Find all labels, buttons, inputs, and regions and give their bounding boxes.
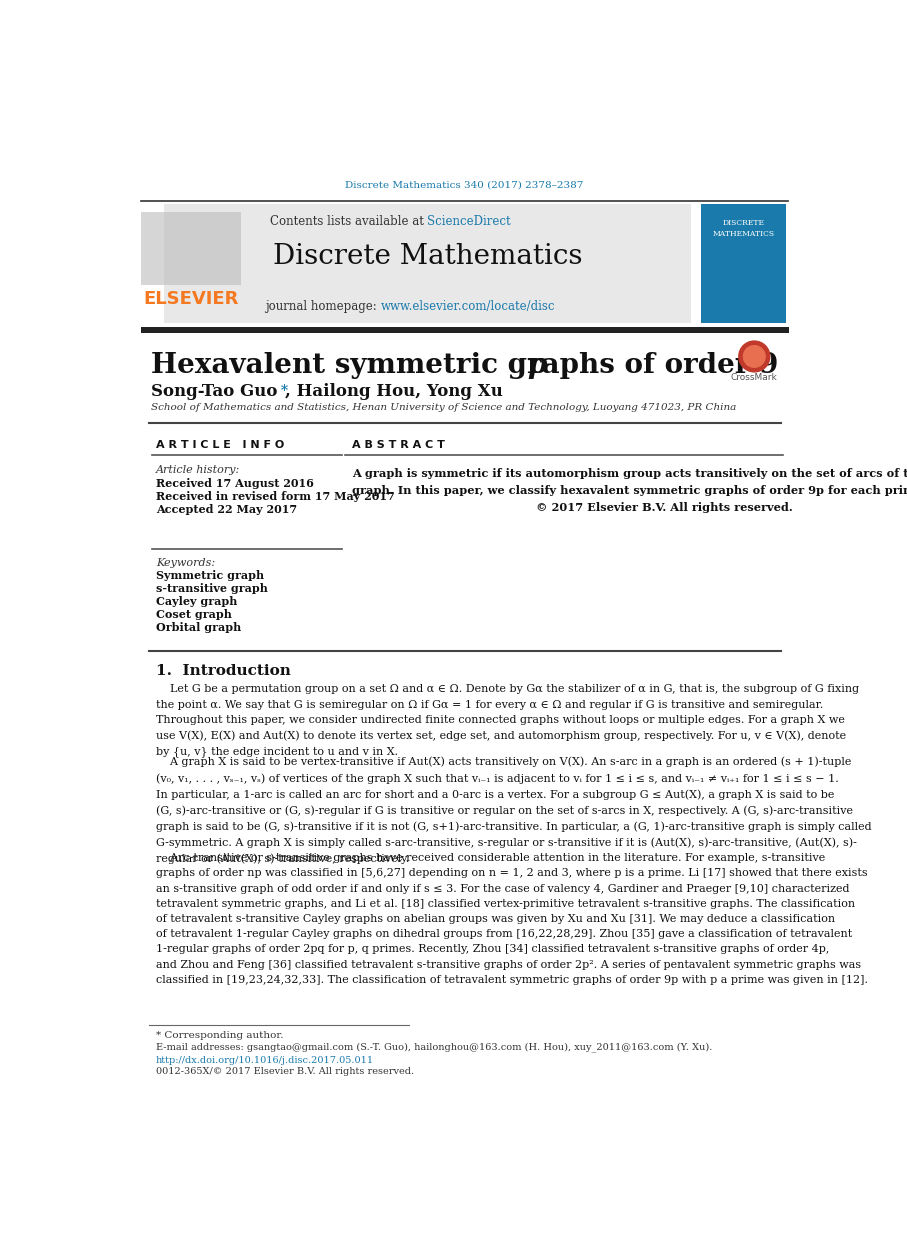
Text: A graph is symmetric if its automorphism group acts transitively on the set of a: A graph is symmetric if its automorphism… xyxy=(352,468,907,513)
Text: Discrete Mathematics: Discrete Mathematics xyxy=(272,243,582,270)
Text: Received in revised form 17 May 2017: Received in revised form 17 May 2017 xyxy=(156,491,395,503)
Text: p: p xyxy=(527,352,547,379)
Text: 1.  Introduction: 1. Introduction xyxy=(156,664,291,677)
Text: ScienceDirect: ScienceDirect xyxy=(427,215,511,228)
Text: Received 17 August 2016: Received 17 August 2016 xyxy=(156,478,314,489)
Text: Orbital graph: Orbital graph xyxy=(156,621,241,633)
Text: A graph X is said to be vertex-transitive if Aut(X) acts transitively on V(X). A: A graph X is said to be vertex-transitiv… xyxy=(156,756,872,864)
Text: www.elsevier.com/locate/disc: www.elsevier.com/locate/disc xyxy=(381,300,555,313)
Text: Contents lists available at: Contents lists available at xyxy=(269,215,427,228)
Text: Cayley graph: Cayley graph xyxy=(156,595,238,607)
Text: Symmetric graph: Symmetric graph xyxy=(156,569,264,581)
Text: ELSEVIER: ELSEVIER xyxy=(143,290,239,308)
Text: Accepted 22 May 2017: Accepted 22 May 2017 xyxy=(156,504,297,515)
Text: journal homepage:: journal homepage: xyxy=(265,300,381,313)
Text: E-mail addresses: gsangtao@gmail.com (S.-T. Guo), hailonghou@163.com (H. Hou), x: E-mail addresses: gsangtao@gmail.com (S.… xyxy=(156,1042,712,1052)
Text: Let G be a permutation group on a set Ω and α ∈ Ω. Denote by Gα the stabilizer o: Let G be a permutation group on a set Ω … xyxy=(156,685,859,756)
Text: http://dx.doi.org/10.1016/j.disc.2017.05.011: http://dx.doi.org/10.1016/j.disc.2017.05… xyxy=(156,1056,374,1065)
Text: s-transitive graph: s-transitive graph xyxy=(156,583,268,594)
Text: Hexavalent symmetric graphs of order 9: Hexavalent symmetric graphs of order 9 xyxy=(151,352,778,379)
Text: School of Mathematics and Statistics, Henan University of Science and Technology: School of Mathematics and Statistics, He… xyxy=(151,402,736,412)
FancyBboxPatch shape xyxy=(141,212,241,285)
Text: Arc-transitive or s-transitive graphs have received considerable attention in th: Arc-transitive or s-transitive graphs ha… xyxy=(156,853,868,984)
FancyBboxPatch shape xyxy=(701,204,786,323)
Bar xyxy=(141,327,789,333)
Text: DISCRETE
MATHEMATICS: DISCRETE MATHEMATICS xyxy=(712,219,775,238)
Text: Article history:: Article history: xyxy=(156,465,240,475)
Text: Song-Tao Guo: Song-Tao Guo xyxy=(151,383,277,400)
Text: A R T I C L E   I N F O: A R T I C L E I N F O xyxy=(156,439,284,449)
Text: *: * xyxy=(276,384,288,399)
Text: Keywords:: Keywords: xyxy=(156,558,215,568)
Text: , Hailong Hou, Yong Xu: , Hailong Hou, Yong Xu xyxy=(286,383,503,400)
Text: CrossMark: CrossMark xyxy=(731,373,777,381)
Text: Coset graph: Coset graph xyxy=(156,609,232,620)
Text: Discrete Mathematics 340 (2017) 2378–2387: Discrete Mathematics 340 (2017) 2378–238… xyxy=(346,181,583,189)
Text: 0012-365X/© 2017 Elsevier B.V. All rights reserved.: 0012-365X/© 2017 Elsevier B.V. All right… xyxy=(156,1067,414,1076)
Text: * Corresponding author.: * Corresponding author. xyxy=(156,1031,284,1040)
Circle shape xyxy=(739,340,770,371)
Text: A B S T R A C T: A B S T R A C T xyxy=(352,439,445,449)
Circle shape xyxy=(744,345,766,368)
FancyBboxPatch shape xyxy=(164,204,691,323)
